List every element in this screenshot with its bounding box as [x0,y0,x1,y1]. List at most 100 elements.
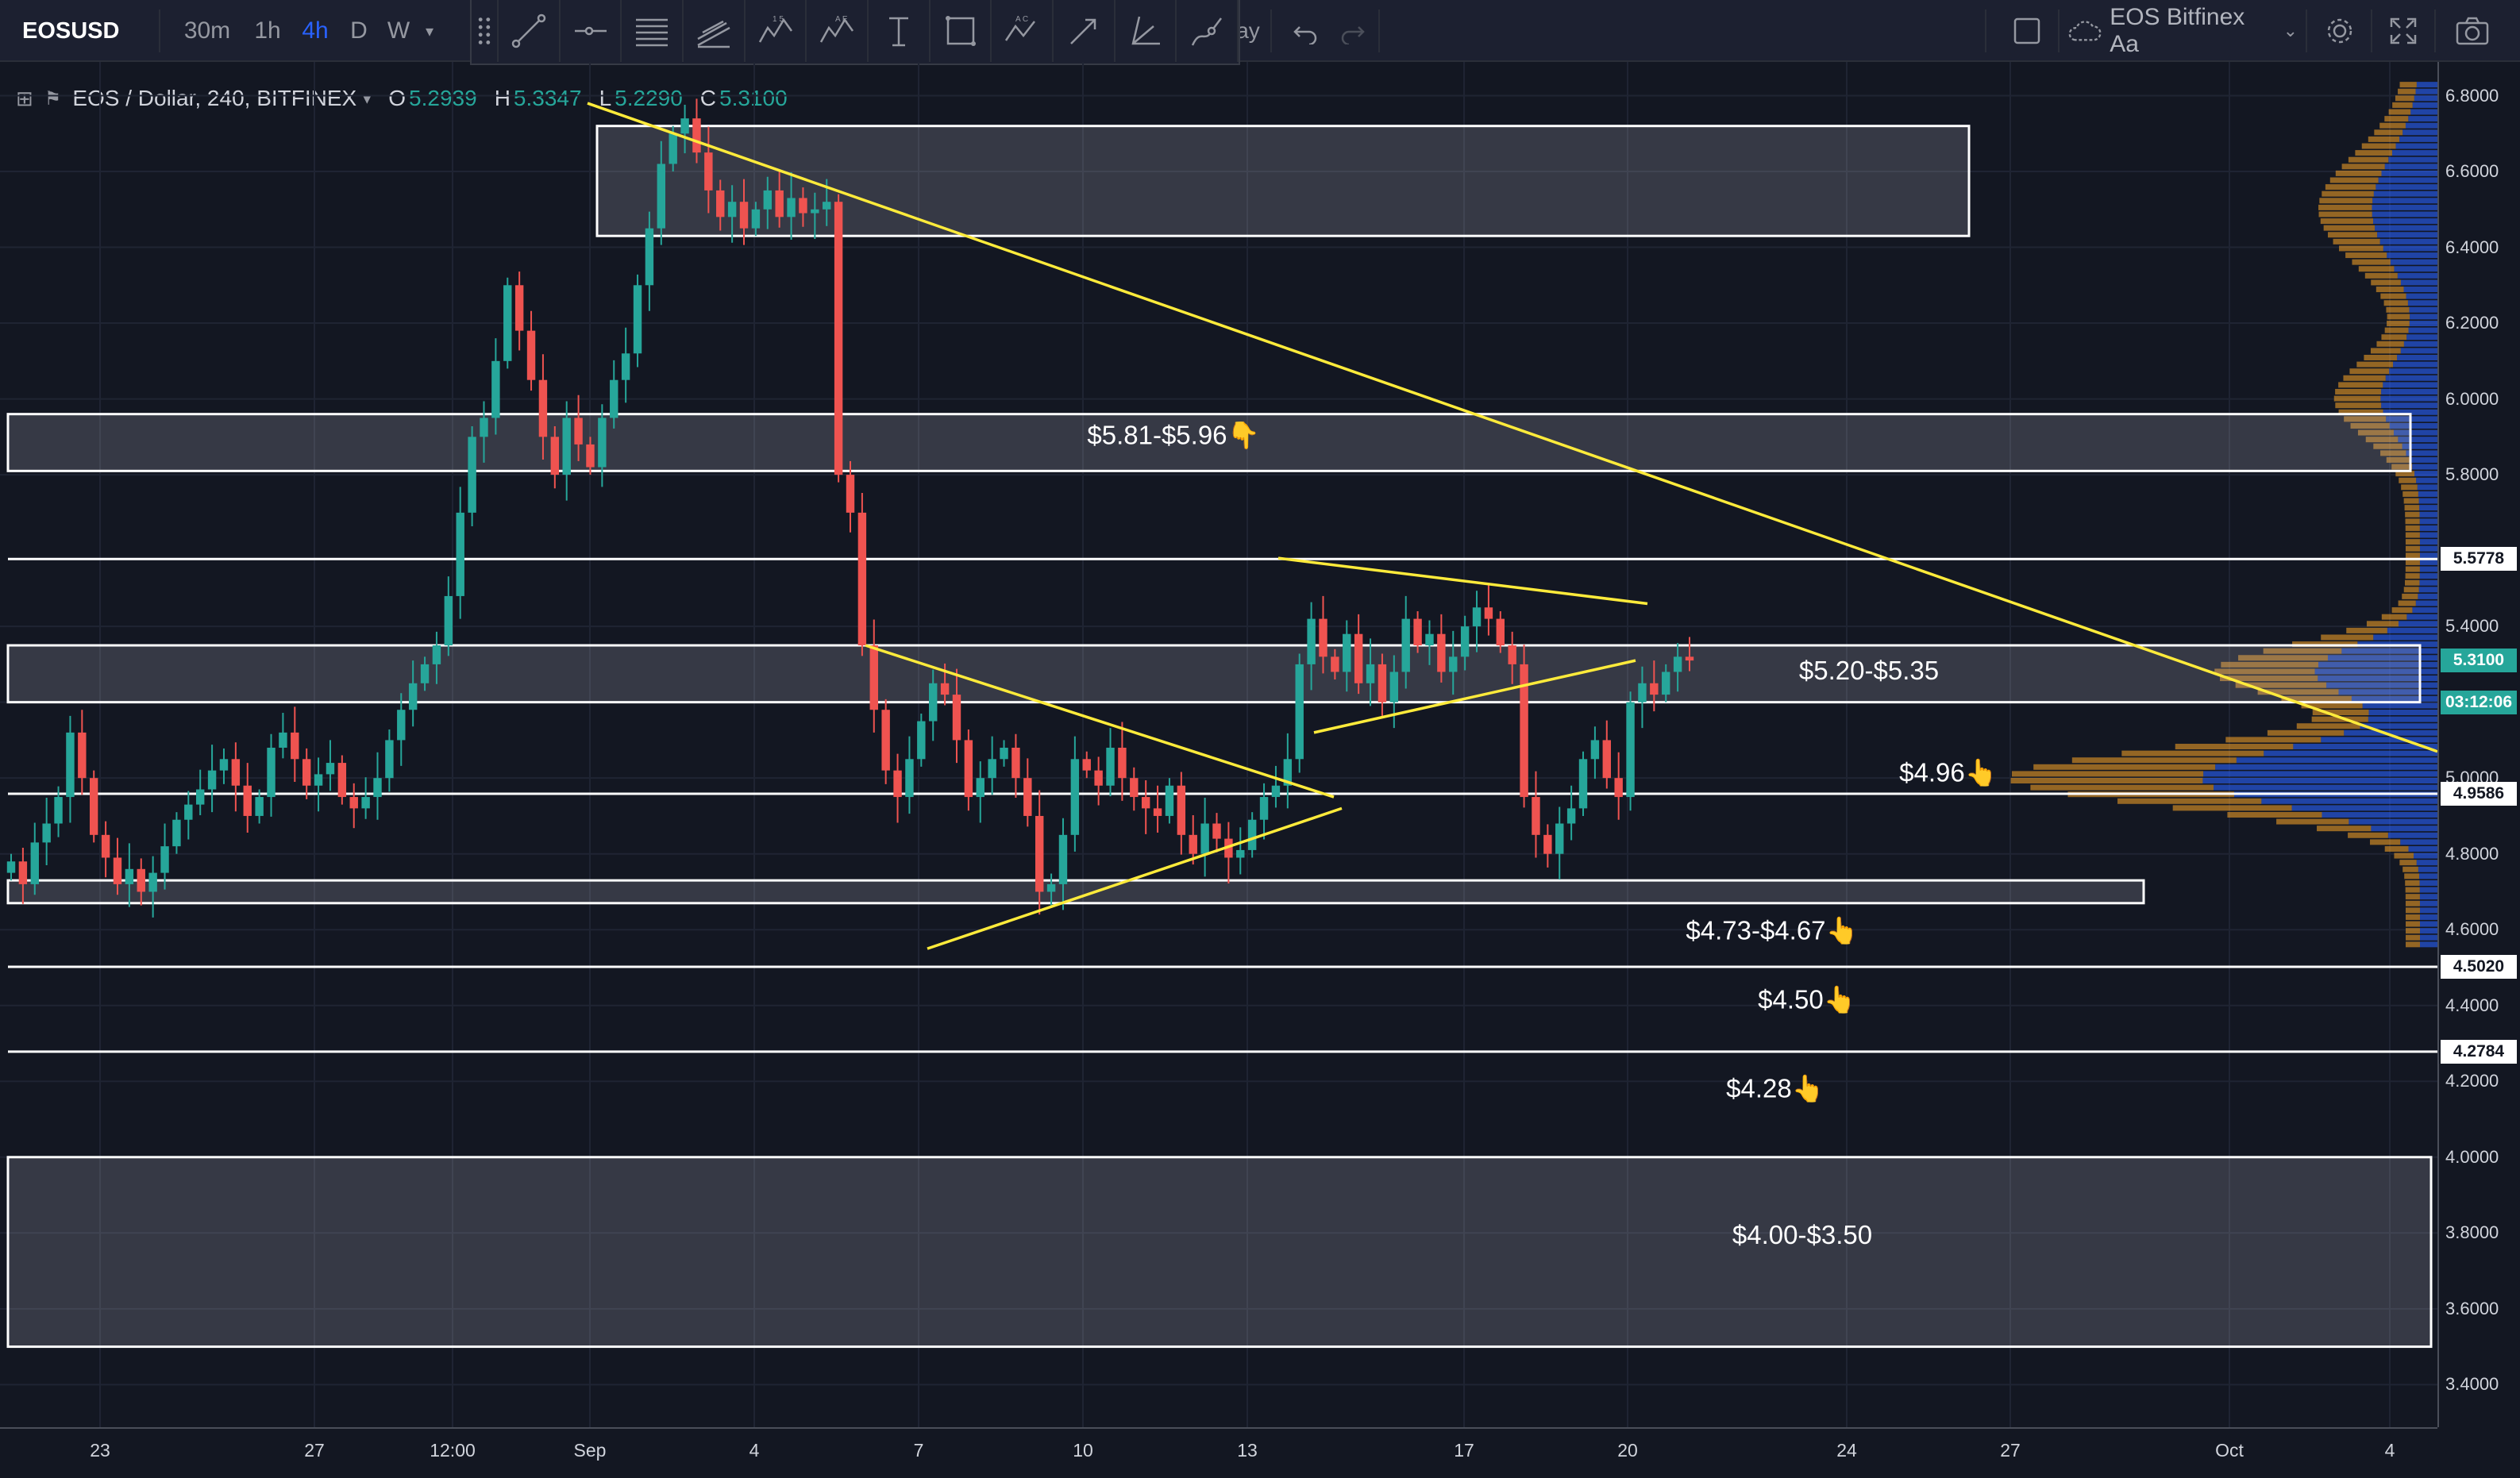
volume-profile-bar [2338,382,2383,388]
open-value: 5.2939 [409,86,477,110]
volume-profile-bar [2323,225,2376,231]
volume-profile-bar [2402,491,2418,497]
redo-icon[interactable] [1329,0,1377,62]
candle-body [751,209,761,229]
candle-body [1058,834,1068,884]
volume-profile-bar [2335,402,2382,409]
candle-body [1070,759,1080,835]
abcd-pattern-icon[interactable]: A C [992,0,1054,62]
time-tick: 27 [304,1440,325,1461]
volume-profile-bar [2405,525,2420,531]
trend-line-icon[interactable] [499,0,561,62]
candle-body [361,797,370,809]
chevron-down-icon[interactable]: ▾ [363,90,372,108]
volume-profile-bar [2419,900,2437,906]
zone-label: $4.28👆 [1726,1073,1824,1103]
volume-profile-bar [2419,894,2437,900]
fullscreen-icon[interactable] [2377,0,2429,62]
volume-profile-bar [2395,143,2437,149]
arrow-icon[interactable] [1054,0,1116,62]
candle-body [1425,633,1434,646]
volume-profile-bar [2418,866,2437,872]
volume-profile-bar [2011,771,2204,777]
volume-profile-bar [2414,95,2437,102]
timeframe-1h[interactable]: 1h [254,17,281,44]
time-tick: 13 [1237,1440,1258,1461]
timeframe-4h[interactable]: 4h [302,17,329,44]
price-chart[interactable] [0,62,2437,1427]
candle-body [1023,778,1032,816]
chart-layout-name[interactable]: EOS Bitfinex Aa ⌄ [2067,0,2298,62]
drag-handle-icon[interactable] [472,0,499,62]
volume-profile-bar [2357,429,2394,436]
symbol-search[interactable]: EOSUSD [22,17,120,44]
volume-profile-bar [2419,518,2437,525]
volume-profile-bar [2406,614,2437,620]
volume-profile-bar [2319,198,2373,204]
volume-profile-bar [2117,798,2262,804]
timeframe-30m[interactable]: 30m [183,17,231,44]
fib-channel-icon[interactable] [684,0,746,62]
expand-plus-icon[interactable]: ⊞ [16,86,33,110]
flag-icon[interactable]: ⚑ [44,87,62,110]
angle-icon[interactable] [1116,0,1177,62]
price-tick: 3.6000 [2445,1298,2499,1318]
candle-body [219,759,229,771]
volume-profile-bar [2215,764,2437,770]
timeframe-d[interactable]: D [350,17,368,44]
brush-icon[interactable] [1177,0,1239,62]
candle-body [1000,747,1008,760]
time-tick: Sep [573,1440,607,1461]
elliott-wave-icon[interactable]: 1 5 [746,0,807,62]
candle-body [1437,633,1446,672]
candle-body [917,721,926,760]
volume-profile-bar [2071,757,2237,764]
volume-profile-bar [2394,266,2437,272]
horizontal-ray-icon[interactable] [561,0,622,62]
candle-body [1283,759,1293,786]
volume-profile-bar [2399,136,2437,142]
volume-profile-bar [2341,648,2437,654]
volume-profile-bar [2412,607,2437,614]
volume-profile-bar [2325,184,2376,191]
volume-profile-bar [2418,593,2437,599]
volume-profile-bar [2370,348,2401,354]
volume-profile-bar [2402,866,2418,872]
price-tick: 5.8000 [2445,464,2499,485]
candle-body [1685,656,1694,661]
price-axis[interactable]: 6.8000 6.6000 6.4000 6.2000 6.0000 5.8000 5.40… [2437,62,2520,1427]
volume-profile-bar [2281,695,2352,702]
timeframe-w[interactable]: W [387,17,410,44]
candle-body [78,732,87,779]
timeframe-dropdown-icon[interactable]: ▾ [425,22,434,40]
volume-profile-bar [2322,811,2437,818]
fib-retracement-icon[interactable] [622,0,684,62]
volume-profile-bar [2387,627,2437,633]
candle-body [184,804,193,820]
text-tool-icon[interactable] [869,0,931,62]
volume-profile-bar [2379,238,2437,244]
volume-profile-bar [2416,860,2437,866]
camera-icon[interactable] [2441,0,2504,62]
rectangle-icon[interactable] [931,0,992,62]
candle-body [881,710,890,771]
candle-body [645,228,654,286]
candle-body [680,118,689,134]
high-label: H [494,86,511,110]
candle-body [811,209,819,214]
undo-icon[interactable] [1281,0,1329,62]
svg-text:A E: A E [835,15,848,24]
candle-body [905,759,914,798]
price-tick: 4.0000 [2445,1146,2499,1167]
volume-profile-bar [2335,388,2382,395]
volume-profile-bar [2405,532,2420,538]
candle-body [763,190,772,210]
hide-drawings-icon[interactable] [2001,0,2053,62]
series-title[interactable]: EOS / Dollar, 240, BITFINEX [72,86,357,110]
abcde-pattern-icon[interactable]: A E [807,0,869,62]
volume-profile-bar [2391,607,2413,614]
settings-gear-icon[interactable] [2314,0,2366,62]
candle-body [491,360,500,418]
time-axis[interactable]: 23 27 12:00 Sep 4 7 10 13 17 20 24 27 Oct 4 [0,1427,2437,1478]
volume-profile-bar [2391,464,2413,470]
